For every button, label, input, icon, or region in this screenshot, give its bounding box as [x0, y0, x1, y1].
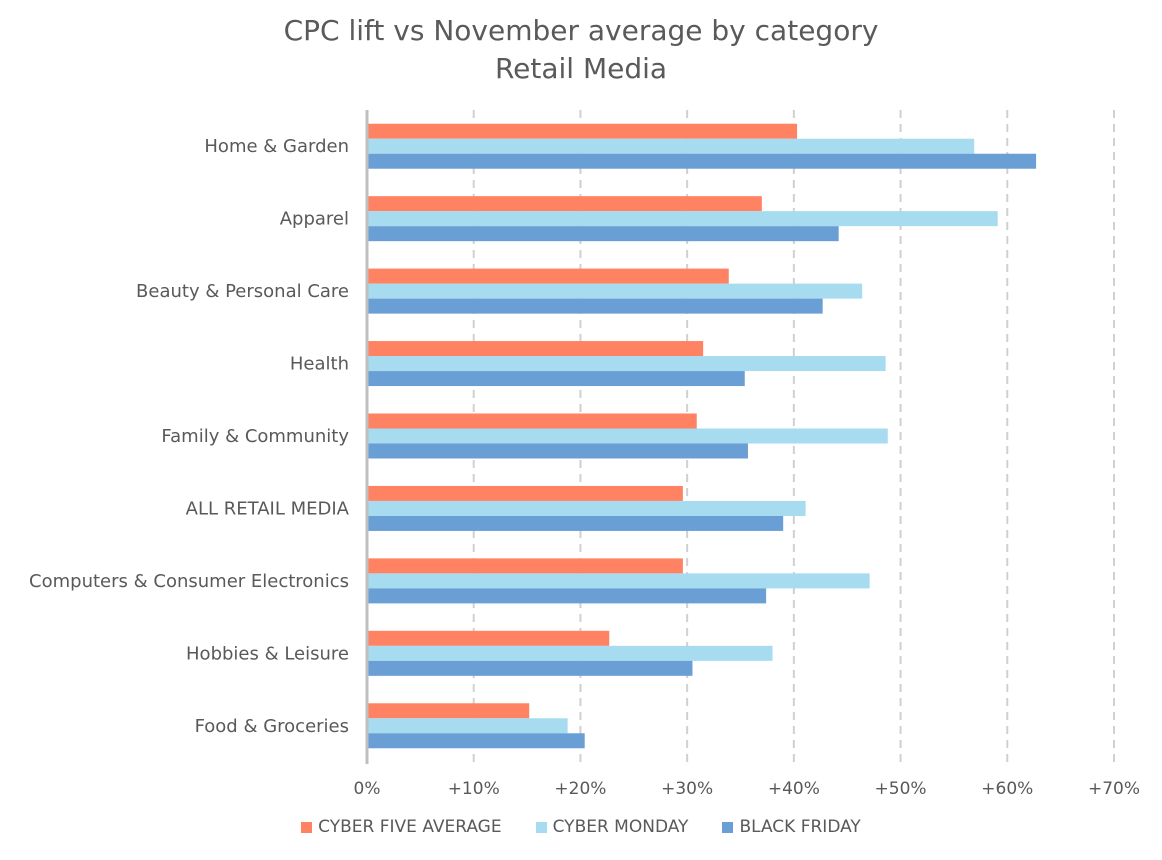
bar-cyber-five-average-family-community[interactable] [367, 413, 697, 429]
bar-cyber-monday-beauty-personal-care[interactable] [367, 283, 863, 299]
x-tick-label: +40% [768, 779, 820, 799]
bar-black-friday-beauty-personal-care[interactable] [367, 298, 823, 314]
category-label-health: Health [290, 354, 349, 375]
bar-black-friday-hobbies-leisure[interactable] [367, 660, 693, 676]
x-tick-label: +10% [448, 779, 500, 799]
bar-cyber-five-average-health[interactable] [367, 341, 704, 357]
bar-cyber-monday-computers-consumer-electronics[interactable] [367, 573, 870, 589]
category-label-family-community: Family & Community [161, 426, 349, 447]
bar-black-friday-apparel[interactable] [367, 226, 839, 242]
legend-item-cyber-five[interactable]: CYBER FIVE AVERAGE [301, 817, 502, 837]
legend-label-cyber-monday: CYBER MONDAY [552, 817, 689, 837]
category-label-food-groceries: Food & Groceries [195, 716, 349, 737]
bar-chart: Home & Garden Apparel Beauty & Personal Ca… [29, 110, 1140, 799]
bar-cyber-monday-health[interactable] [367, 356, 886, 372]
bar-cyber-monday-apparel[interactable] [367, 211, 998, 227]
bar-black-friday-health[interactable] [367, 371, 745, 387]
bar-cyber-five-average-beauty-personal-care[interactable] [367, 268, 729, 284]
x-tick-label: +50% [875, 779, 927, 799]
bar-cyber-monday-hobbies-leisure[interactable] [367, 645, 773, 661]
bar-cyber-five-average-apparel[interactable] [367, 196, 762, 212]
x-tick-label: +60% [981, 779, 1033, 799]
legend-label-black-friday: BLACK FRIDAY [739, 817, 861, 837]
category-label-all-retail-media: ALL RETAIL MEDIA [186, 498, 350, 519]
legend-swatch-cyber-monday [535, 821, 547, 833]
bar-cyber-five-average-hobbies-leisure[interactable] [367, 630, 610, 646]
x-tick-label: +20% [554, 779, 606, 799]
category-label-beauty-personal-care: Beauty & Personal Care [136, 281, 349, 302]
bar-black-friday-computers-consumer-electronics[interactable] [367, 588, 767, 604]
x-tick-label: +30% [661, 779, 713, 799]
x-tick-label: 0% [354, 779, 381, 799]
bar-cyber-monday-food-groceries[interactable] [367, 718, 568, 734]
legend-swatch-cyber-five [301, 821, 313, 833]
legend-item-black-friday[interactable]: BLACK FRIDAY [722, 817, 861, 837]
bar-cyber-five-average-home-garden[interactable] [367, 123, 798, 139]
bar-black-friday-all-retail-media[interactable] [367, 515, 784, 531]
legend-label-cyber-five: CYBER FIVE AVERAGE [318, 817, 502, 837]
bar-cyber-monday-home-garden[interactable] [367, 138, 975, 154]
category-label-apparel: Apparel [280, 209, 349, 230]
legend: CYBER FIVE AVERAGE CYBER MONDAY BLACK FR… [0, 817, 1162, 837]
bar-cyber-monday-all-retail-media[interactable] [367, 500, 806, 516]
chart-title: CPC lift vs November average by category [283, 14, 879, 47]
bar-cyber-five-average-computers-consumer-electronics[interactable] [367, 558, 683, 574]
category-label-computers-consumer-electronics: Computers & Consumer Electronics [29, 571, 349, 592]
category-label-home-garden: Home & Garden [204, 136, 349, 157]
bar-cyber-five-average-food-groceries[interactable] [367, 703, 530, 719]
bar-cyber-monday-family-community[interactable] [367, 428, 888, 444]
x-tick-label: +70% [1088, 779, 1140, 799]
legend-item-cyber-monday[interactable]: CYBER MONDAY [535, 817, 689, 837]
bar-black-friday-food-groceries[interactable] [367, 733, 585, 749]
bar-cyber-five-average-all-retail-media[interactable] [367, 485, 683, 501]
bar-black-friday-family-community[interactable] [367, 443, 748, 459]
legend-swatch-black-friday [722, 821, 734, 833]
chart-subtitle: Retail Media [494, 52, 668, 85]
bar-black-friday-home-garden[interactable] [367, 153, 1037, 169]
category-label-hobbies-leisure: Hobbies & Leisure [186, 643, 349, 664]
